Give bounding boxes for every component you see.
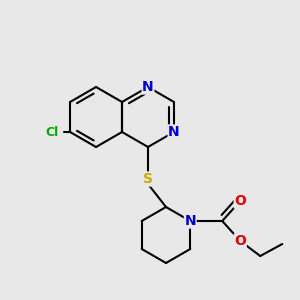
Text: Cl: Cl	[45, 125, 59, 139]
Text: S: S	[143, 172, 153, 186]
Text: N: N	[168, 125, 180, 139]
Text: N: N	[184, 214, 196, 228]
Text: N: N	[142, 80, 154, 94]
Text: O: O	[234, 194, 246, 208]
Text: O: O	[234, 234, 246, 248]
